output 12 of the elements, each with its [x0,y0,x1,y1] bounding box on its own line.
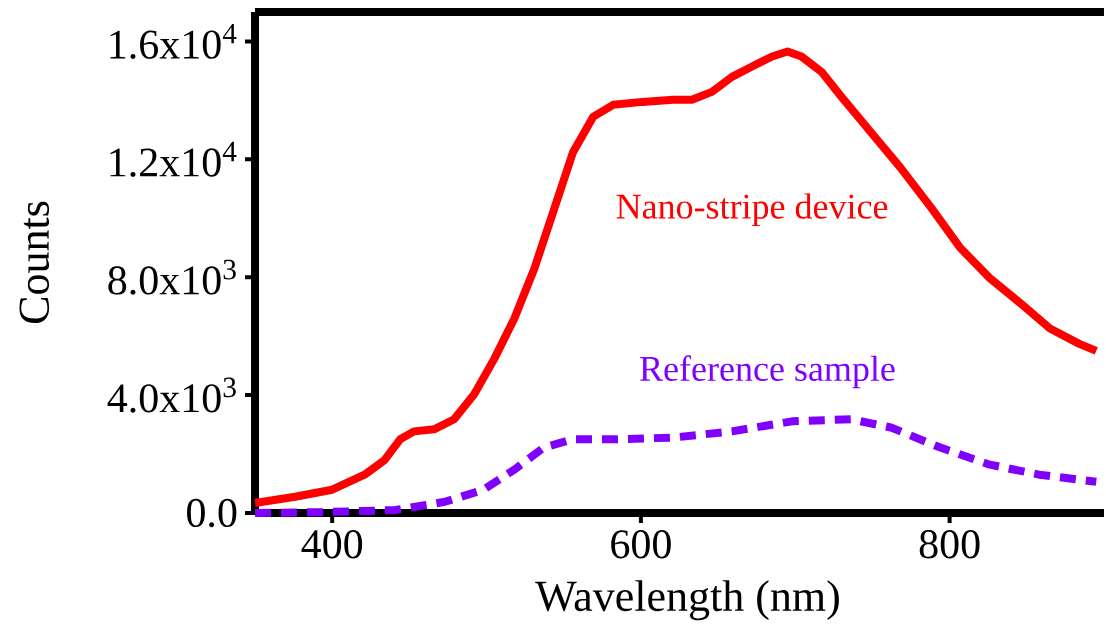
x-tick-label: 600 [611,530,671,559]
y-tick-label: 0.0 [187,498,237,528]
y-axis-title: Counts [19,201,50,324]
y-tick-label: 8.0x10$^{3}$ [108,259,236,295]
series-label: Reference sample [640,355,895,389]
y-tick-label: 4.0x10$^{3}$ [107,377,236,413]
x-tick-label: 800 [919,530,980,559]
y-tick-label: 1.2x10$^{4}$ [110,141,237,177]
series-label: Nano-stripe device [616,193,888,227]
x-tick-label: 400 [301,530,363,559]
x-axis-title: Wavelength (nm) [535,580,839,621]
y-tick-label: 1.6x10$^{4}$ [110,23,237,59]
